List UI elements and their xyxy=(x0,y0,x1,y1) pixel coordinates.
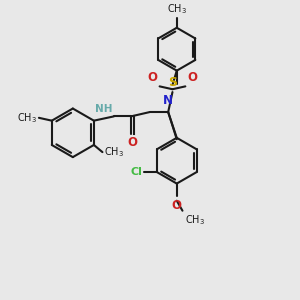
Text: Cl: Cl xyxy=(131,167,143,177)
Text: O: O xyxy=(172,199,182,212)
Text: O: O xyxy=(147,71,157,84)
Text: N: N xyxy=(163,94,173,107)
Text: O: O xyxy=(188,71,198,84)
Text: O: O xyxy=(128,136,137,149)
Text: CH$_3$: CH$_3$ xyxy=(167,2,187,16)
Text: S: S xyxy=(168,76,177,89)
Text: CH$_3$: CH$_3$ xyxy=(17,111,38,125)
Text: CH$_3$: CH$_3$ xyxy=(185,213,205,227)
Text: NH: NH xyxy=(95,104,112,114)
Text: CH$_3$: CH$_3$ xyxy=(104,145,124,159)
